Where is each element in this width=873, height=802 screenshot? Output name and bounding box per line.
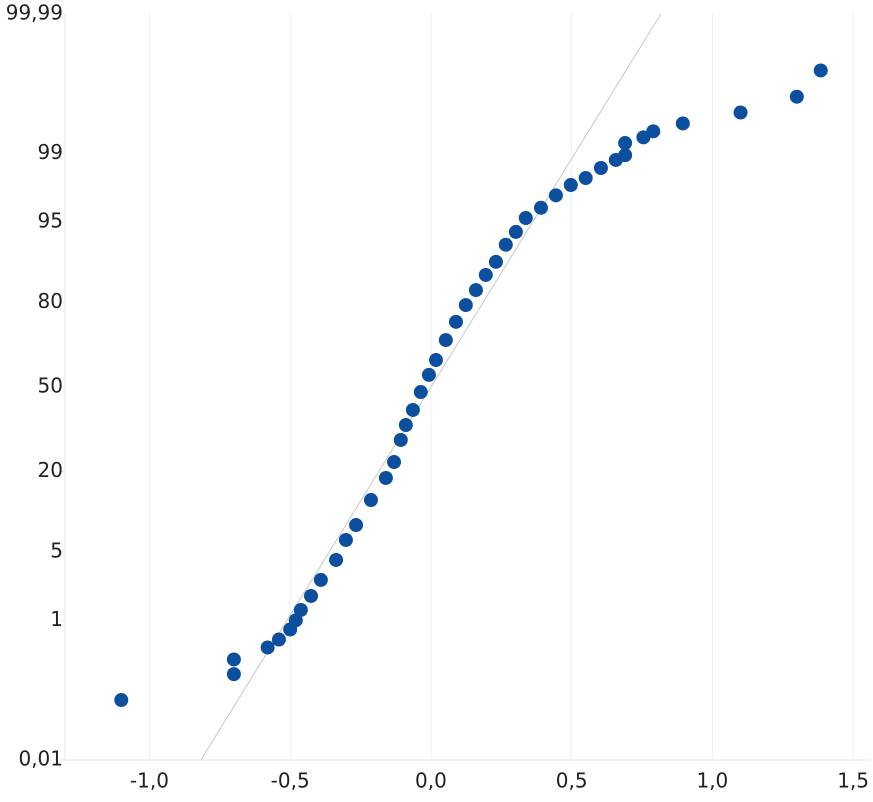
data-point	[405, 402, 420, 417]
x-tick-label: 1,0	[696, 769, 728, 793]
data-point	[428, 353, 443, 368]
data-point	[393, 432, 408, 447]
data-point	[413, 385, 428, 400]
data-point	[518, 211, 533, 226]
data-point	[363, 493, 378, 508]
data-point	[498, 237, 513, 252]
data-point	[789, 89, 804, 104]
data-point	[438, 333, 453, 348]
data-point	[114, 693, 129, 708]
data-point	[304, 588, 319, 603]
data-point	[338, 532, 353, 547]
y-tick-label: 50	[38, 374, 63, 398]
data-point	[387, 455, 402, 470]
data-point	[260, 640, 275, 655]
data-point	[488, 254, 503, 269]
data-point	[468, 283, 483, 298]
data-point	[378, 470, 393, 485]
data-point	[226, 667, 241, 682]
data-point	[675, 116, 690, 131]
data-point	[593, 161, 608, 176]
x-tick-label: -0,5	[271, 769, 310, 793]
y-tick-label: 1	[50, 607, 63, 631]
data-point	[288, 613, 303, 628]
data-point	[646, 124, 661, 139]
x-tick-label: 0,5	[556, 769, 588, 793]
data-point	[508, 224, 523, 239]
data-point	[478, 267, 493, 282]
data-point	[458, 298, 473, 313]
data-point	[293, 602, 308, 617]
data-point	[398, 418, 413, 433]
x-tick-label: 1,5	[837, 769, 869, 793]
data-point	[618, 148, 633, 163]
data-point	[548, 188, 563, 203]
data-point	[618, 136, 633, 151]
data-point	[563, 177, 578, 192]
data-point	[578, 171, 593, 186]
y-tick-label: 80	[38, 289, 63, 313]
y-tick-label: 20	[38, 458, 63, 482]
data-point	[733, 105, 748, 120]
y-tick-label: 95	[38, 209, 63, 233]
y-tick-label: 99,99	[6, 1, 63, 25]
y-tick-label: 0,01	[18, 747, 63, 771]
data-point	[533, 200, 548, 215]
x-tick-label: -1,0	[130, 769, 169, 793]
y-tick-label: 99	[38, 140, 63, 164]
data-point	[329, 552, 344, 567]
data-point	[813, 63, 828, 78]
data-point	[271, 632, 286, 647]
data-point	[448, 314, 463, 329]
x-tick-label: 0,0	[415, 769, 447, 793]
data-point	[349, 518, 364, 533]
data-point	[226, 652, 241, 667]
y-tick-label: 5	[50, 538, 63, 562]
data-point	[313, 572, 328, 587]
data-point	[421, 367, 436, 382]
